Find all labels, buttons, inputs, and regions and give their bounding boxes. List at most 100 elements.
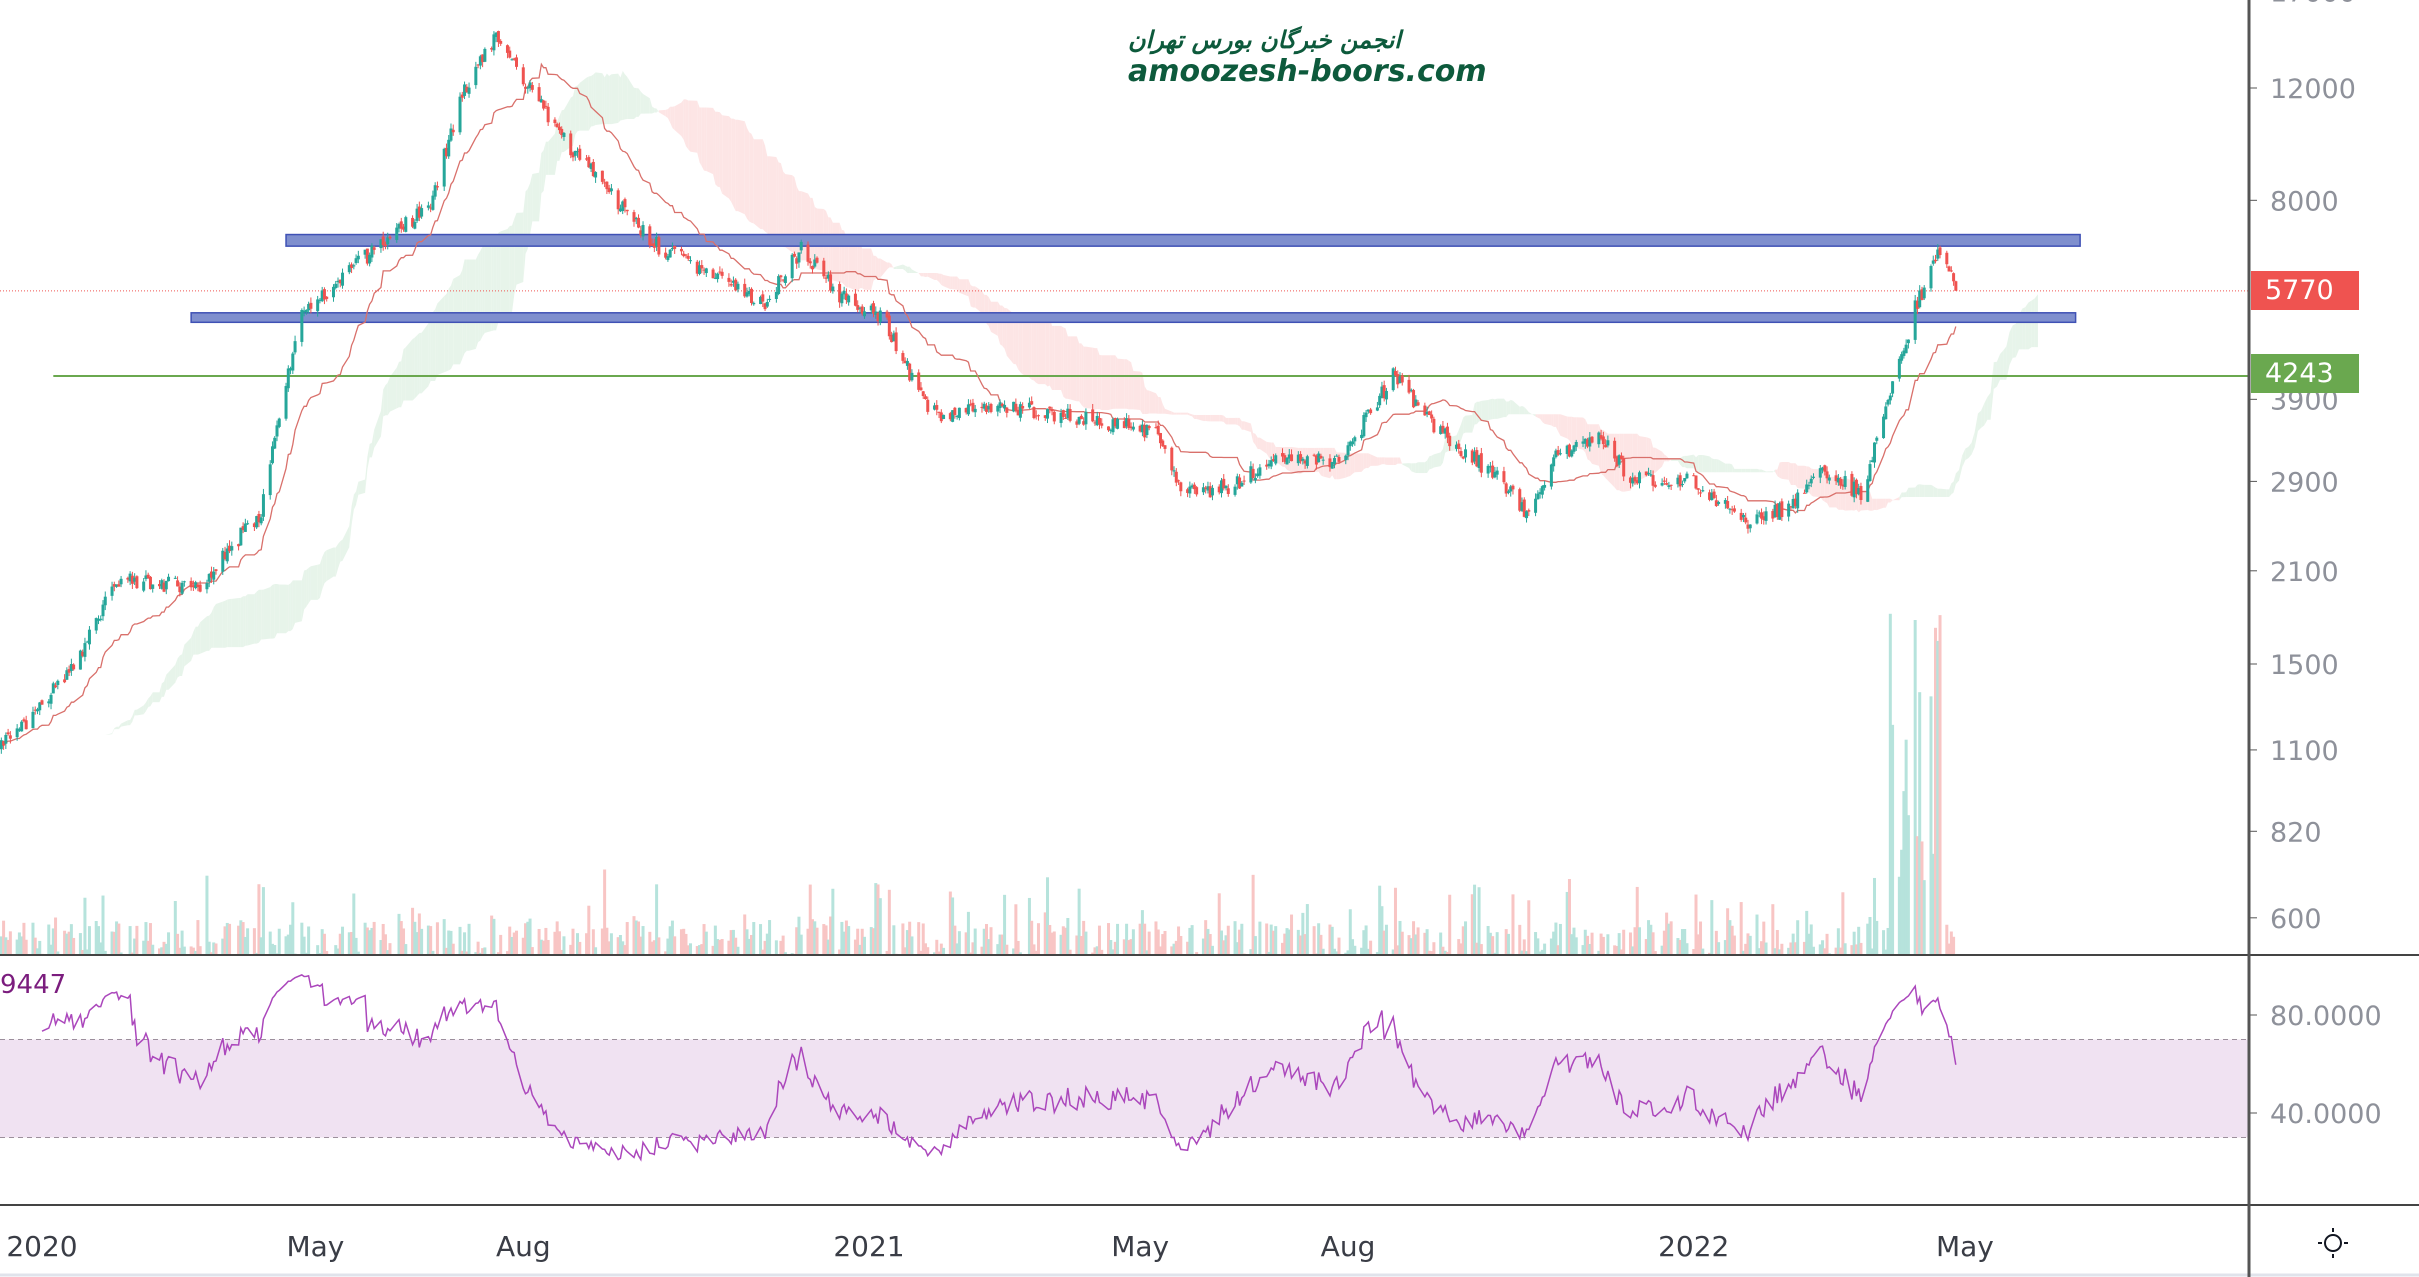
cloud-segment: [159, 683, 162, 703]
cloud-segment: [957, 276, 960, 293]
candle: [1030, 401, 1034, 405]
volume-bar: [1328, 924, 1332, 955]
volume-bar: [1486, 926, 1490, 955]
cloud-segment: [731, 118, 734, 207]
volume-bar: [637, 921, 641, 955]
candle: [1425, 411, 1429, 415]
candle: [56, 680, 60, 685]
volume-bar: [81, 949, 85, 955]
cloud-segment: [430, 312, 433, 382]
price-axis[interactable]: 1700012000800039002900210015001100820600…: [2249, 0, 2382, 1130]
candle: [1843, 476, 1847, 487]
volume-bar: [1680, 929, 1684, 955]
cloud-segment: [1476, 401, 1480, 425]
volume-bar: [1581, 945, 1585, 955]
candle: [1870, 460, 1874, 462]
volume-bar: [1554, 922, 1558, 955]
volume-bar: [1938, 615, 1942, 955]
cloud-segment: [1381, 457, 1385, 465]
volume-bar: [1186, 941, 1190, 955]
cloud-segment: [2006, 332, 2010, 380]
cloud-segment: [1363, 453, 1367, 470]
volume-bar: [521, 937, 525, 955]
cloud-segment: [1709, 456, 1712, 473]
volume-bar: [682, 928, 686, 955]
volume-bar: [1495, 932, 1499, 955]
volume-bar: [797, 916, 801, 955]
candle: [609, 188, 613, 192]
volume-bar: [1138, 923, 1142, 955]
cloud-segment: [717, 111, 720, 188]
cloud-segment: [1142, 372, 1145, 415]
volume-bar: [1233, 921, 1237, 955]
candle: [571, 152, 575, 158]
candle: [1796, 492, 1800, 509]
candle: [765, 302, 769, 307]
candle: [1052, 411, 1056, 422]
candle: [1210, 487, 1214, 496]
cloud-segment: [1241, 421, 1245, 430]
cloud-segment: [527, 183, 531, 249]
cloud-segment: [643, 93, 650, 114]
candle: [1570, 450, 1574, 457]
volume-bar: [1140, 910, 1144, 955]
ichimoku-cloud: [84, 70, 2038, 746]
candle: [1739, 512, 1743, 520]
resistance-zone[interactable]: [285, 233, 2081, 247]
volume-bar: [1043, 912, 1047, 955]
support-zone[interactable]: [190, 312, 2077, 324]
cloud-segment: [611, 73, 619, 125]
cloud-segment: [466, 259, 470, 351]
candle: [734, 279, 738, 291]
cloud-segment: [927, 273, 935, 280]
volume-bar: [1330, 926, 1334, 955]
candle: [35, 709, 39, 712]
candle: [937, 411, 941, 413]
candle: [1692, 475, 1696, 477]
volume-bar: [720, 939, 724, 955]
cloud-segment: [1761, 469, 1764, 473]
cloud-segment: [767, 156, 770, 236]
candle: [1075, 421, 1079, 425]
cloud-segment: [812, 197, 815, 268]
candle: [1728, 508, 1732, 510]
rsi-line-layer: [41, 974, 1957, 1162]
cloud-segment: [132, 709, 135, 722]
settings-sun-icon[interactable]: [2316, 1226, 2350, 1260]
cloud-segment: [306, 567, 309, 607]
candle: [383, 244, 387, 247]
cloud-segment: [211, 607, 214, 648]
volume-bar: [496, 952, 500, 955]
volume-bar: [840, 921, 844, 955]
volume-bar: [1488, 932, 1492, 955]
candle: [1285, 457, 1289, 465]
candle: [1717, 502, 1721, 504]
candle: [1201, 487, 1205, 493]
volume-bar: [198, 946, 202, 955]
cloud-segment: [1488, 399, 1491, 421]
candle: [1400, 375, 1404, 383]
volume-bar: [228, 923, 232, 955]
volume-bar: [872, 928, 876, 955]
candle: [637, 217, 641, 228]
volume-bar: [1683, 929, 1687, 955]
cloud-segment: [1503, 398, 1507, 418]
cloud-segment: [1192, 414, 1195, 419]
volume-bar: [1075, 935, 1079, 955]
volume-bar: [1744, 943, 1748, 955]
cloud-segment: [855, 240, 858, 292]
volume-bar: [1303, 934, 1307, 955]
candle: [603, 182, 607, 184]
candle: [1351, 441, 1355, 445]
volume-bar: [1127, 940, 1131, 955]
candle: [115, 584, 119, 587]
candle: [1662, 480, 1666, 482]
volume-bar: [641, 926, 645, 955]
candle: [1775, 503, 1779, 518]
time-axis[interactable]: 2020 May Aug 2021 May Aug 2022 May: [6, 1230, 1993, 1263]
volume-bar: [1351, 939, 1355, 955]
cloud-segment: [493, 240, 497, 331]
candle: [241, 526, 245, 531]
candle: [96, 618, 100, 621]
